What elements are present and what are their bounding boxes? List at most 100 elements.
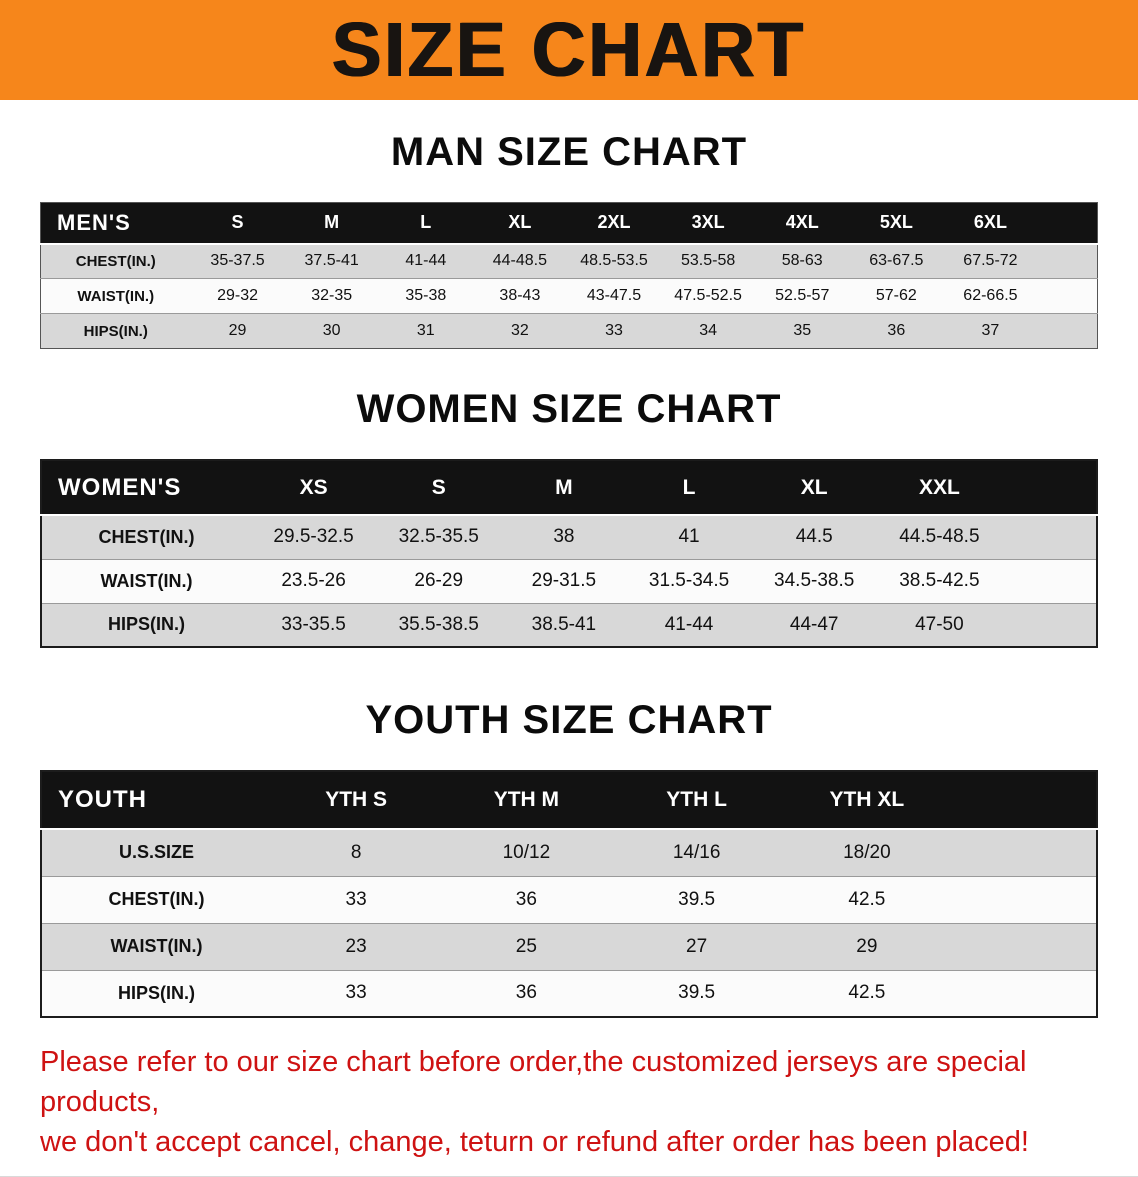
- value-cell: 37.5-41: [304, 252, 359, 270]
- value-cell: 34.5-38.5: [774, 570, 855, 591]
- value-cell: 38.5-41: [531, 613, 597, 635]
- value-cell: 35-38: [405, 287, 447, 304]
- table-header-row: WOMEN'S XS S M L XL XXL: [41, 460, 1097, 515]
- value-cell: 35.5-38.5: [398, 613, 479, 635]
- value-cell: 36: [515, 982, 537, 1004]
- row-label-cell: CHEST(IN.): [98, 526, 195, 547]
- value-cell: 34: [699, 322, 717, 339]
- table-row: WAIST(IN.) 23.5-26 26-29 29-31.5 31.5-34.5 34…: [41, 559, 1097, 603]
- table-title-cell: MEN'S: [40, 202, 191, 244]
- size-header-cell: YTH S: [271, 771, 442, 829]
- value-cell: 29-32: [217, 287, 259, 304]
- value-cell: 32: [510, 322, 529, 339]
- size-header-cell: YTH M: [441, 771, 612, 829]
- size-header-cell: 3XL: [661, 202, 756, 244]
- row-label-cell: WAIST(IN.): [110, 936, 203, 956]
- size-header-cell: XL: [751, 460, 877, 515]
- size-header-cell: S: [190, 202, 285, 244]
- value-cell: 31.5-34.5: [648, 570, 730, 591]
- value-cell: 38: [553, 526, 575, 548]
- value-cell: 42.5: [848, 888, 886, 910]
- men-section-heading: MAN SIZE CHART: [390, 130, 748, 174]
- value-cell: 29: [228, 322, 247, 339]
- spacer-cell: [1002, 515, 1097, 559]
- table-row: CHEST(IN.) 35-37.5 37.5-41 41-44 44-48.5 48.5…: [40, 243, 1098, 279]
- value-cell: 44-48.5: [492, 252, 548, 270]
- women-section-heading: WOMEN SIZE CHART: [356, 387, 782, 431]
- size-header-cell: S: [376, 460, 502, 515]
- banner: SIZE CHART: [0, 0, 1138, 100]
- men-size-table-wrap: MEN'S S M L XL 2XL 3XL 4XL 5XL 6XL CHEST(IN.) 35-37…: [40, 202, 1098, 349]
- value-cell: 58-63: [781, 252, 823, 270]
- size-header-cell: 2XL: [566, 202, 662, 244]
- value-cell: 62-66.5: [963, 287, 1018, 304]
- value-cell: 29-31.5: [531, 570, 597, 591]
- spacer-cell: [952, 829, 1097, 876]
- value-cell: 47-50: [915, 613, 964, 635]
- size-header-cell: YTH L: [611, 771, 782, 829]
- value-cell: 48.5-53.5: [580, 252, 648, 270]
- size-header-cell: XXL: [876, 460, 1002, 515]
- value-cell: 33: [345, 888, 367, 910]
- row-label-cell: WAIST(IN.): [100, 570, 193, 591]
- table-row: HIPS(IN.) 29 30 31 32 33 34 35 36 37: [40, 313, 1098, 349]
- value-cell: 52.5-57: [775, 287, 830, 304]
- size-header-cell: XS: [251, 460, 377, 515]
- size-header-cell: XL: [472, 202, 567, 244]
- women-size-table: WOMEN'S XS S M L XL XXL CHEST(IN.) 29.5-32.5 32.5…: [40, 459, 1098, 648]
- spacer-cell: [1037, 202, 1098, 244]
- row-label-cell: HIPS(IN.): [117, 982, 195, 1003]
- value-cell: 53.5-58: [680, 252, 736, 270]
- table-row: HIPS(IN.) 33-35.5 35.5-38.5 38.5-41 41-44 44-…: [41, 603, 1097, 647]
- value-cell: 67.5-72: [963, 252, 1018, 270]
- value-cell: 10/12: [502, 841, 551, 863]
- value-cell: 38.5-42.5: [899, 570, 980, 591]
- table-row: U.S.SIZE 8 10/12 14/16 18/20: [41, 829, 1097, 876]
- value-cell: 41: [678, 526, 700, 548]
- size-header-cell: 5XL: [849, 202, 944, 244]
- youth-size-table: YOUTH YTH S YTH M YTH L YTH XL U.S.SIZE 8 10/12…: [40, 770, 1098, 1018]
- spacer-cell: [1038, 314, 1098, 349]
- footer-note: Please refer to our size chart before or…: [40, 1042, 1108, 1162]
- value-cell: 44-47: [789, 613, 839, 635]
- spacer-cell: [952, 771, 1097, 829]
- row-label-cell: U.S.SIZE: [118, 842, 194, 863]
- table-title-cell: YOUTH: [41, 771, 271, 829]
- value-cell: 31: [416, 322, 435, 339]
- value-cell: 44.5: [795, 526, 833, 548]
- size-header-cell: 4XL: [755, 202, 850, 244]
- value-cell: 36: [887, 322, 906, 339]
- value-cell: 35: [793, 322, 812, 339]
- value-cell: 43-47.5: [586, 287, 642, 304]
- value-cell: 30: [322, 322, 341, 339]
- size-header-cell: M: [501, 460, 627, 515]
- value-cell: 29.5-32.5: [273, 526, 354, 548]
- value-cell: 23: [345, 935, 367, 957]
- value-cell: 33-35.5: [281, 613, 346, 635]
- value-cell: 29: [856, 935, 878, 957]
- value-cell: 35-37.5: [210, 252, 265, 270]
- value-cell: 41-44: [664, 613, 714, 635]
- table-header-row: MEN'S S M L XL 2XL 3XL 4XL 5XL 6XL: [40, 202, 1098, 244]
- size-header-cell: L: [378, 202, 473, 244]
- spacer-cell: [1002, 603, 1097, 647]
- size-header-cell: YTH XL: [781, 771, 952, 829]
- size-header-cell: L: [626, 460, 752, 515]
- row-label-cell: CHEST(IN.): [108, 889, 205, 909]
- value-cell: 63-67.5: [869, 252, 924, 270]
- spacer-cell: [1038, 244, 1098, 279]
- spacer-cell: [1038, 279, 1098, 314]
- value-cell: 32-35: [311, 287, 353, 304]
- spacer-cell: [952, 970, 1097, 1017]
- footer-note-line2: we don't accept cancel, change, teturn o…: [40, 1126, 1029, 1158]
- value-cell: 36: [515, 888, 537, 910]
- value-cell: 47.5-52.5: [674, 287, 742, 304]
- value-cell: 44.5-48.5: [899, 526, 980, 548]
- table-title-cell: WOMEN'S: [41, 460, 251, 515]
- table-row: CHEST(IN.) 29.5-32.5 32.5-35.5 38 41 44.5 44.5…: [41, 515, 1097, 559]
- value-cell: 25: [515, 935, 537, 957]
- row-label-cell: HIPS(IN.): [83, 322, 148, 340]
- spacer-cell: [952, 923, 1097, 970]
- value-cell: 41-44: [405, 252, 447, 270]
- table-row: WAIST(IN.) 23 25 27 29: [41, 923, 1097, 970]
